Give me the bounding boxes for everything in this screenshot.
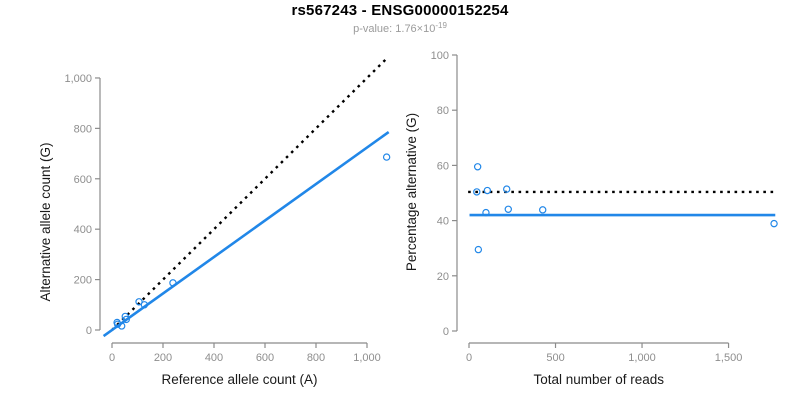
- data-point: [140, 301, 149, 309]
- figure-header: rs567243 - ENSG00000152254 p-value: 1.76…: [0, 2, 800, 35]
- x-axis-label: Total number of reads: [533, 372, 664, 387]
- x-tick-label: 1,000: [353, 352, 381, 364]
- data-point: [382, 153, 391, 161]
- y-axis-label: Percentage alternative (G): [404, 113, 419, 271]
- x-tick-label: 400: [205, 352, 223, 364]
- x-tick-label: 500: [546, 352, 564, 364]
- data-point: [473, 163, 482, 171]
- y-tick-label: 400: [74, 224, 92, 236]
- p-value-subtitle: p-value: 1.76×10-19: [0, 21, 800, 35]
- data-point: [482, 208, 490, 217]
- chart-title: rs567243 - ENSG00000152254: [291, 2, 509, 19]
- identity-line: [111, 57, 388, 331]
- data-point: [122, 315, 130, 324]
- data-point: [770, 219, 778, 228]
- data-point: [169, 279, 177, 287]
- fit-line: [102, 130, 390, 338]
- y-tick-label: 800: [74, 123, 92, 135]
- data-point: [503, 185, 511, 193]
- x-tick-label: 1,500: [715, 352, 743, 364]
- y-tick-label: 1,000: [64, 73, 92, 85]
- x-tick-label: 800: [307, 352, 325, 364]
- x-tick-label: 200: [154, 352, 172, 364]
- x-tick-label: 0: [466, 352, 472, 364]
- data-point: [483, 186, 492, 195]
- y-tick-label: 100: [431, 50, 449, 62]
- y-tick-label: 40: [437, 216, 449, 228]
- data-point: [117, 322, 126, 330]
- y-tick-label: 60: [437, 160, 449, 172]
- x-tick-label: 1,000: [628, 352, 656, 364]
- p-value-exponent: -19: [435, 21, 447, 30]
- x-axis-label: Reference allele count (A): [161, 372, 317, 387]
- data-point: [539, 206, 547, 214]
- data-point: [113, 320, 122, 328]
- data-point: [473, 188, 481, 196]
- y-tick-label: 200: [74, 275, 92, 287]
- data-point: [474, 245, 483, 254]
- y-axis-label: Alternative allele count (G): [38, 142, 53, 301]
- y-tick-label: 600: [74, 174, 92, 186]
- p-value-base: p-value: 1.76×10: [353, 23, 436, 35]
- y-tick-label: 0: [86, 325, 92, 337]
- data-point: [135, 298, 143, 306]
- y-tick-label: 80: [437, 105, 449, 117]
- y-tick-label: 0: [443, 326, 449, 338]
- data-point: [504, 205, 512, 213]
- percentage-alternative-plot: 0 500 1,000 1,500 0 20 40 60 80 100 Total number o…: [404, 50, 778, 387]
- x-tick-label: 600: [256, 352, 274, 364]
- y-tick-label: 20: [437, 271, 449, 283]
- allele-counts-plot: 0 200 400 600 800 1,000 0 200 400 600 800 1,000 Refe…: [38, 57, 391, 387]
- x-tick-label: 0: [109, 352, 115, 364]
